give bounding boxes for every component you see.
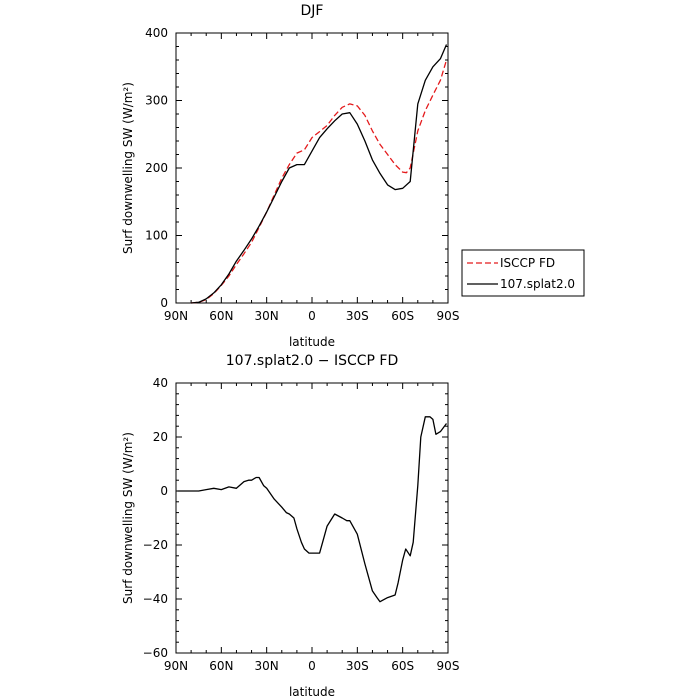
y-tick-label: 0	[160, 484, 168, 498]
x-tick-label: 30N	[255, 309, 279, 323]
legend-box	[461, 249, 585, 297]
x-tick-label: 30N	[255, 659, 279, 673]
series-line-1	[191, 44, 448, 304]
x-tick-label: 0	[308, 309, 316, 323]
y-tick-label: −20	[143, 538, 168, 552]
y-tick-label: 40	[153, 376, 168, 390]
y-tick-label: −60	[143, 646, 168, 660]
x-tick-label: 30S	[346, 659, 369, 673]
y-tick-label: 100	[145, 229, 168, 243]
x-tick-label: 60S	[391, 309, 414, 323]
legend: ISCCP FD 107.splat2.0	[461, 249, 585, 297]
y-tick-label: 200	[145, 161, 168, 175]
plot-title: DJF	[301, 3, 324, 19]
x-tick-label: 90N	[164, 309, 188, 323]
y-tick-label: 20	[153, 430, 168, 444]
bottom-chart-difference: 90N 60N 30N 0 30S 60S 90S −60 −40 −20 0 20 40 107.spl…	[121, 353, 459, 699]
x-tick-label: 30S	[346, 309, 369, 323]
y-tick-label: −40	[143, 592, 168, 606]
x-tick-label: 90N	[164, 659, 188, 673]
x-tick-label: 90S	[437, 659, 460, 673]
top-chart-djf: 90N 60N 30N 0 30S 60S 90S 0 100 200 300 400 DJF latit…	[121, 3, 459, 349]
legend-label-0: ISCCP FD	[500, 256, 555, 270]
y-axis-title: Surf downwelling SW (W/m²)	[121, 82, 135, 254]
plot-frame	[175, 32, 449, 304]
y-axis-title: Surf downwelling SW (W/m²)	[121, 432, 135, 604]
x-tick-label: 60N	[209, 659, 233, 673]
plot-title: 107.splat2.0 − ISCCP FD	[226, 353, 399, 369]
plot-frame	[175, 382, 449, 654]
series-line-0	[177, 416, 448, 603]
y-tick-label: 0	[160, 296, 168, 310]
x-tick-label: 0	[308, 659, 316, 673]
x-axis-title: latitude	[289, 685, 335, 699]
x-tick-label: 60S	[391, 659, 414, 673]
series-line-0	[191, 59, 448, 304]
legend-label-1: 107.splat2.0	[500, 277, 575, 291]
x-tick-label: 90S	[437, 309, 460, 323]
x-tick-label: 60N	[209, 309, 233, 323]
y-tick-label: 300	[145, 94, 168, 108]
y-tick-label: 400	[145, 26, 168, 40]
x-axis-title: latitude	[289, 335, 335, 349]
